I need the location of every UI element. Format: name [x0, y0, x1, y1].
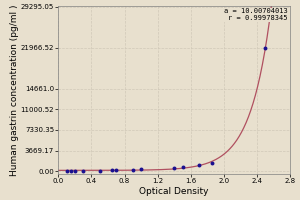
Point [209, 161, 214, 164]
Point [72, 169, 77, 173]
Point [130, 168, 135, 171]
Point [81, 169, 85, 173]
Point [114, 169, 118, 172]
Point [180, 166, 185, 169]
Point [97, 169, 102, 172]
Point [68, 169, 73, 173]
Point [110, 169, 115, 172]
X-axis label: Optical Density: Optical Density [140, 187, 209, 196]
Point [64, 169, 69, 173]
Text: a = 10.00704013
r = 0.99978345: a = 10.00704013 r = 0.99978345 [224, 8, 287, 21]
Y-axis label: Human gastrin concentration (pg/ml ): Human gastrin concentration (pg/ml ) [10, 4, 19, 176]
Point [172, 166, 177, 169]
Point [139, 167, 143, 171]
Point [197, 163, 202, 167]
Point [263, 46, 268, 49]
